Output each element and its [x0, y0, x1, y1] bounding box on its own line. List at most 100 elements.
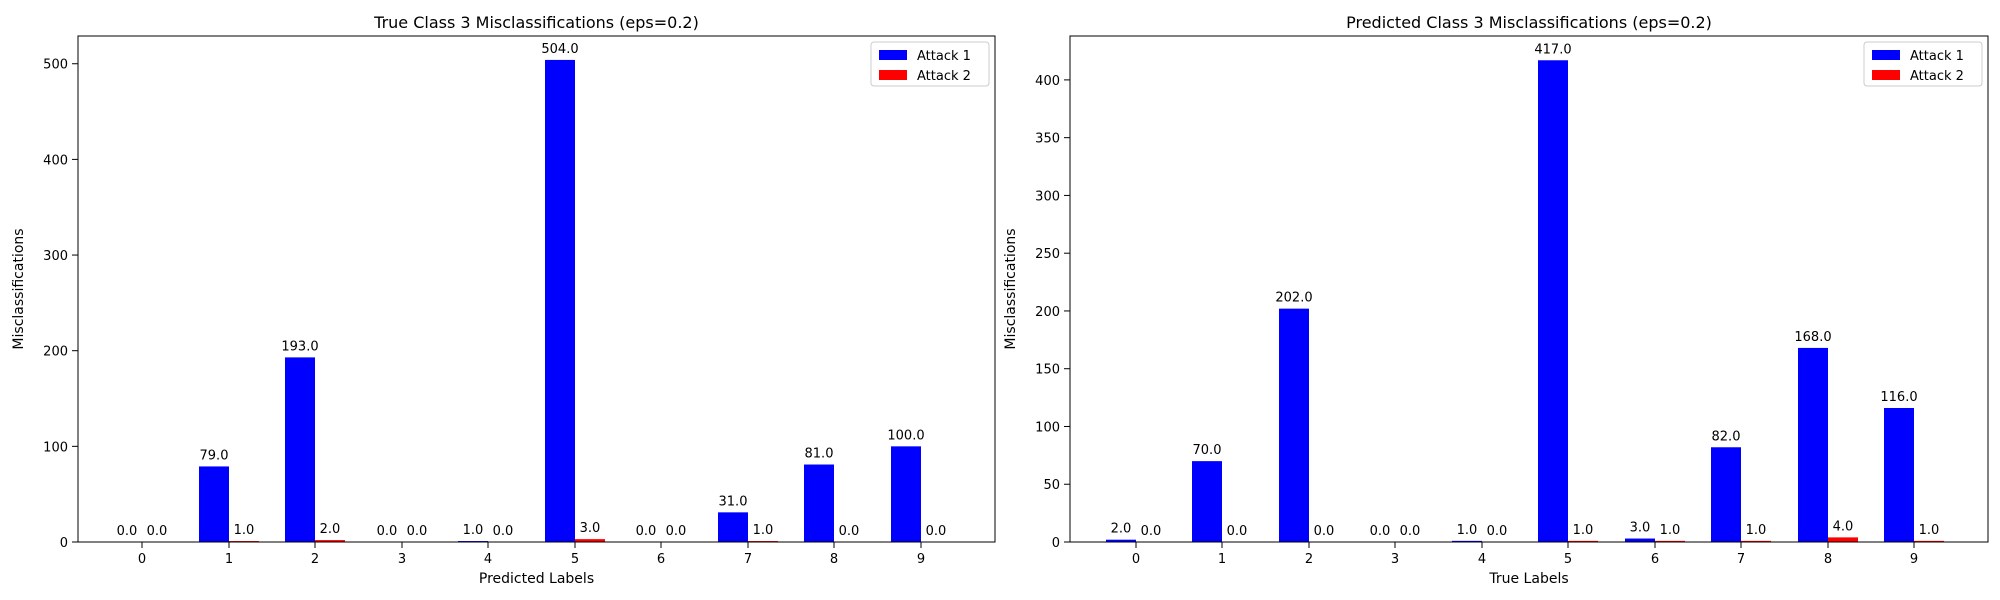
bar-attack-1-9 — [891, 446, 921, 542]
x-tick-label: 5 — [571, 552, 579, 567]
bar-attack-2-9 — [1914, 540, 1944, 542]
data-label: 82.0 — [1712, 429, 1741, 444]
data-label: 70.0 — [1193, 443, 1222, 458]
x-axis-label: Predicted Labels — [479, 571, 594, 587]
data-label: 2.0 — [1111, 522, 1132, 537]
bar-attack-2-5 — [575, 539, 605, 542]
data-label: 81.0 — [805, 447, 834, 462]
bar-attack-1-4 — [1452, 540, 1482, 542]
bar-attack-1-9 — [1884, 407, 1914, 542]
data-label: 100.0 — [887, 428, 924, 443]
legend-label: Attack 2 — [1910, 69, 1964, 84]
x-tick-label: 9 — [917, 552, 925, 567]
x-tick-label: 0 — [138, 552, 146, 567]
y-tick-label: 0 — [60, 536, 68, 551]
x-tick-label: 2 — [311, 552, 319, 567]
x-tick-label: 6 — [1651, 552, 1659, 567]
data-label: 1.0 — [753, 523, 774, 538]
data-label: 1.0 — [234, 523, 255, 538]
data-label: 504.0 — [541, 42, 578, 57]
x-tick-label: 2 — [1305, 552, 1313, 567]
chart-title: True Class 3 Misclassifications (eps=0.2… — [373, 13, 699, 32]
data-label: 417.0 — [1534, 42, 1571, 57]
plot-frame — [77, 35, 996, 543]
data-label: 3.0 — [1630, 521, 1651, 536]
x-tick-label: 8 — [830, 552, 838, 567]
y-tick-label: 150 — [1035, 363, 1060, 378]
legend-swatch — [879, 70, 907, 80]
data-label: 202.0 — [1275, 291, 1312, 306]
chart-predicted-class-3: Predicted Class 3 Misclassifications (ep… — [1003, 13, 1989, 587]
bar-attack-1-8 — [804, 464, 834, 542]
chart-title: Predicted Class 3 Misclassifications (ep… — [1346, 13, 1712, 32]
data-label: 0.0 — [407, 524, 428, 539]
x-tick-label: 7 — [744, 552, 752, 567]
plot-frame — [1069, 35, 1989, 543]
data-label: 116.0 — [1880, 390, 1917, 405]
legend-label: Attack 1 — [917, 49, 971, 64]
data-label: 1.0 — [1660, 523, 1681, 538]
x-tick-label: 7 — [1737, 552, 1745, 567]
x-tick-label: 8 — [1824, 552, 1832, 567]
y-tick-label: 400 — [43, 153, 68, 168]
x-tick-label: 1 — [1218, 552, 1226, 567]
bar-attack-1-1 — [199, 466, 229, 542]
y-axis-label: Misclassifications — [1003, 228, 1019, 349]
data-label: 0.0 — [493, 524, 514, 539]
data-label: 0.0 — [1400, 524, 1421, 539]
x-tick-label: 9 — [1910, 552, 1918, 567]
data-label: 0.0 — [117, 524, 138, 539]
data-label: 31.0 — [719, 494, 748, 509]
data-label: 1.0 — [1457, 523, 1478, 538]
data-label: 0.0 — [926, 524, 947, 539]
data-label: 1.0 — [1919, 523, 1940, 538]
y-tick-label: 0 — [1052, 536, 1060, 551]
y-axis-label: Misclassifications — [11, 228, 27, 349]
data-label: 0.0 — [839, 524, 860, 539]
y-tick-label: 300 — [43, 249, 68, 264]
x-tick-label: 3 — [1391, 552, 1399, 567]
data-label: 0.0 — [147, 524, 168, 539]
bar-attack-1-6 — [1625, 538, 1655, 542]
bar-attack-2-6 — [1655, 540, 1685, 542]
legend-label: Attack 2 — [917, 69, 971, 84]
x-tick-label: 4 — [484, 552, 492, 567]
data-label: 0.0 — [1487, 524, 1508, 539]
bar-attack-1-8 — [1798, 347, 1828, 542]
legend-label: Attack 1 — [1910, 49, 1964, 64]
data-label: 0.0 — [666, 524, 687, 539]
x-axis-label: True Labels — [1488, 571, 1568, 587]
y-tick-label: 500 — [43, 58, 68, 73]
legend-swatch — [1872, 50, 1900, 60]
y-tick-label: 350 — [1035, 132, 1060, 147]
x-tick-label: 4 — [1478, 552, 1486, 567]
y-tick-label: 100 — [43, 440, 68, 455]
y-tick-label: 200 — [1035, 305, 1060, 320]
x-tick-label: 5 — [1564, 552, 1572, 567]
data-label: 193.0 — [281, 339, 318, 354]
x-tick-label: 1 — [225, 552, 233, 567]
data-label: 0.0 — [377, 524, 398, 539]
bar-attack-2-8 — [1828, 537, 1858, 542]
data-label: 1.0 — [1746, 523, 1767, 538]
bar-attack-2-7 — [1741, 540, 1771, 542]
bar-attack-1-1 — [1192, 461, 1222, 542]
data-label: 3.0 — [580, 521, 601, 536]
data-label: 1.0 — [1573, 523, 1594, 538]
x-tick-label: 0 — [1132, 552, 1140, 567]
data-label: 1.0 — [463, 523, 484, 538]
data-label: 0.0 — [1314, 524, 1335, 539]
bar-attack-1-7 — [718, 512, 748, 542]
y-tick-label: 50 — [1043, 478, 1060, 493]
data-label: 0.0 — [1141, 524, 1162, 539]
bar-attack-2-2 — [315, 540, 345, 542]
bar-attack-2-5 — [1568, 540, 1598, 542]
chart-true-class-3: True Class 3 Misclassifications (eps=0.2… — [11, 13, 996, 587]
data-label: 0.0 — [1370, 524, 1391, 539]
data-label: 79.0 — [200, 448, 229, 463]
bar-attack-1-5 — [1538, 60, 1568, 542]
bar-attack-1-2 — [285, 357, 315, 542]
y-tick-label: 100 — [1035, 420, 1060, 435]
bar-attack-1-5 — [545, 59, 575, 542]
